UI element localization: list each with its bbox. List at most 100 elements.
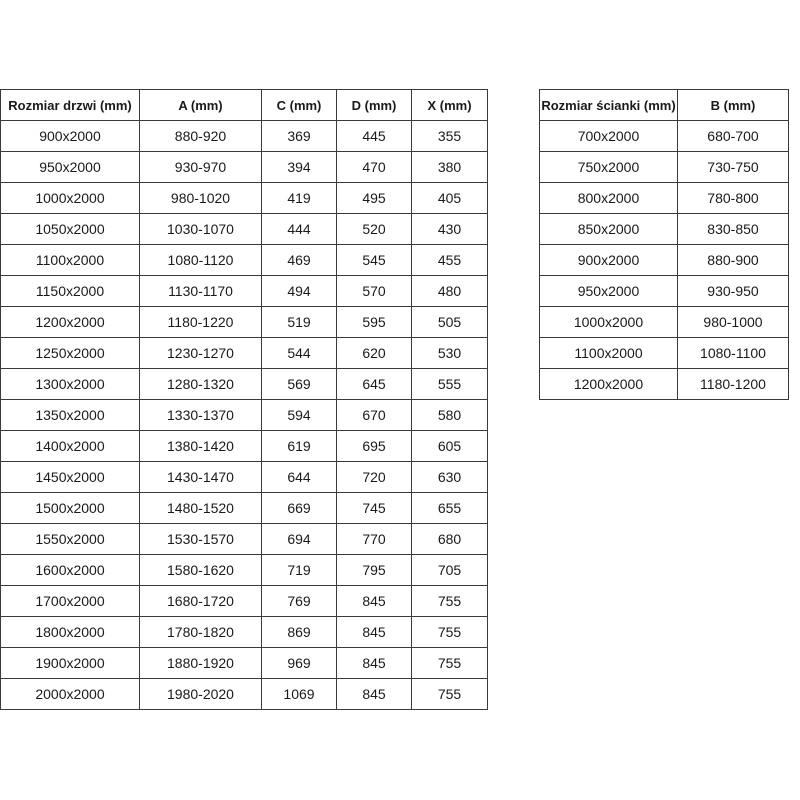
table-cell: 469 xyxy=(261,244,337,276)
table-cell: 755 xyxy=(411,616,488,648)
table-row: 900x2000 880-900 xyxy=(539,244,789,276)
table-row: 1250x2000 1230-1270 544 620 530 xyxy=(0,337,488,369)
table-cell: 930-970 xyxy=(139,151,262,183)
table-cell: 1000x2000 xyxy=(0,182,140,214)
table-cell: 705 xyxy=(411,554,488,586)
table-row: 1350x2000 1330-1370 594 670 580 xyxy=(0,399,488,431)
table-cell: 1450x2000 xyxy=(0,461,140,493)
table-cell: 670 xyxy=(336,399,412,431)
table-row: 1100x2000 1080-1100 xyxy=(539,337,789,369)
table-row: 1200x2000 1180-1220 519 595 505 xyxy=(0,306,488,338)
table-cell: 1550x2000 xyxy=(0,523,140,555)
column-header: A (mm) xyxy=(139,89,262,121)
table-row: 2000x2000 1980-2020 1069 845 755 xyxy=(0,678,488,710)
table-cell: 1050x2000 xyxy=(0,213,140,245)
column-header: B (mm) xyxy=(677,89,789,121)
table-row: 1200x2000 1180-1200 xyxy=(539,368,789,400)
table-cell: 1680-1720 xyxy=(139,585,262,617)
table-cell: 780-800 xyxy=(677,182,789,214)
table-row: 750x2000 730-750 xyxy=(539,151,789,183)
table-cell: 750x2000 xyxy=(539,151,678,183)
table-cell: 1280-1320 xyxy=(139,368,262,400)
table-row: 950x2000 930-970 394 470 380 xyxy=(0,151,488,183)
table-row: 850x2000 830-850 xyxy=(539,213,789,245)
table-cell: 405 xyxy=(411,182,488,214)
table-cell: 755 xyxy=(411,647,488,679)
table-row: 1050x2000 1030-1070 444 520 430 xyxy=(0,213,488,245)
table-row: 1700x2000 1680-1720 769 845 755 xyxy=(0,585,488,617)
table-cell: 880-920 xyxy=(139,120,262,152)
table-cell: 1180-1200 xyxy=(677,368,789,400)
table-cell: 969 xyxy=(261,647,337,679)
table-row: 1900x2000 1880-1920 969 845 755 xyxy=(0,647,488,679)
table-cell: 1480-1520 xyxy=(139,492,262,524)
table-cell: 495 xyxy=(336,182,412,214)
table-cell: 1080-1100 xyxy=(677,337,789,369)
table-cell: 1180-1220 xyxy=(139,306,262,338)
table-cell: 1500x2000 xyxy=(0,492,140,524)
table-row: 1300x2000 1280-1320 569 645 555 xyxy=(0,368,488,400)
table-cell: 1130-1170 xyxy=(139,275,262,307)
table-cell: 519 xyxy=(261,306,337,338)
table-cell: 1400x2000 xyxy=(0,430,140,462)
table-cell: 745 xyxy=(336,492,412,524)
table-cell: 950x2000 xyxy=(539,275,678,307)
column-header: Rozmiar drzwi (mm) xyxy=(0,89,140,121)
table-cell: 1530-1570 xyxy=(139,523,262,555)
table-row: 1500x2000 1480-1520 669 745 655 xyxy=(0,492,488,524)
table-cell: 445 xyxy=(336,120,412,152)
table-cell: 580 xyxy=(411,399,488,431)
table-cell: 869 xyxy=(261,616,337,648)
table-cell: 719 xyxy=(261,554,337,586)
table-cell: 850x2000 xyxy=(539,213,678,245)
table-cell: 1250x2000 xyxy=(0,337,140,369)
table-cell: 594 xyxy=(261,399,337,431)
table-cell: 845 xyxy=(336,678,412,710)
table-cell: 770 xyxy=(336,523,412,555)
table-cell: 680-700 xyxy=(677,120,789,152)
wall-sizes-table: Rozmiar ścianki (mm) B (mm) 700x2000 680-7… xyxy=(539,89,789,400)
table-cell: 570 xyxy=(336,275,412,307)
table-row: 1600x2000 1580-1620 719 795 705 xyxy=(0,554,488,586)
table-cell: 800x2000 xyxy=(539,182,678,214)
table-cell: 930-950 xyxy=(677,275,789,307)
table-header-row: Rozmiar ścianki (mm) B (mm) xyxy=(539,89,789,121)
table-row: 700x2000 680-700 xyxy=(539,120,789,152)
column-header: D (mm) xyxy=(336,89,412,121)
column-header: X (mm) xyxy=(411,89,488,121)
table-cell: 644 xyxy=(261,461,337,493)
column-header: C (mm) xyxy=(261,89,337,121)
table-cell: 730-750 xyxy=(677,151,789,183)
table-cell: 1300x2000 xyxy=(0,368,140,400)
table-row: 1100x2000 1080-1120 469 545 455 xyxy=(0,244,488,276)
table-cell: 1069 xyxy=(261,678,337,710)
table-cell: 1780-1820 xyxy=(139,616,262,648)
table-cell: 1580-1620 xyxy=(139,554,262,586)
table-cell: 980-1020 xyxy=(139,182,262,214)
table-cell: 1230-1270 xyxy=(139,337,262,369)
table-cell: 845 xyxy=(336,616,412,648)
table-row: 1000x2000 980-1020 419 495 405 xyxy=(0,182,488,214)
table-cell: 1200x2000 xyxy=(539,368,678,400)
table-cell: 795 xyxy=(336,554,412,586)
table-cell: 1350x2000 xyxy=(0,399,140,431)
table-row: 1400x2000 1380-1420 619 695 605 xyxy=(0,430,488,462)
table-cell: 1800x2000 xyxy=(0,616,140,648)
table-cell: 645 xyxy=(336,368,412,400)
table-cell: 720 xyxy=(336,461,412,493)
table-cell: 505 xyxy=(411,306,488,338)
table-cell: 595 xyxy=(336,306,412,338)
table-cell: 394 xyxy=(261,151,337,183)
table-cell: 655 xyxy=(411,492,488,524)
table-cell: 630 xyxy=(411,461,488,493)
table-cell: 845 xyxy=(336,647,412,679)
table-cell: 1980-2020 xyxy=(139,678,262,710)
table-cell: 369 xyxy=(261,120,337,152)
table-cell: 845 xyxy=(336,585,412,617)
table-cell: 480 xyxy=(411,275,488,307)
table-cell: 520 xyxy=(336,213,412,245)
table-cell: 830-850 xyxy=(677,213,789,245)
table-row: 900x2000 880-920 369 445 355 xyxy=(0,120,488,152)
table-cell: 1330-1370 xyxy=(139,399,262,431)
table-row: 1450x2000 1430-1470 644 720 630 xyxy=(0,461,488,493)
